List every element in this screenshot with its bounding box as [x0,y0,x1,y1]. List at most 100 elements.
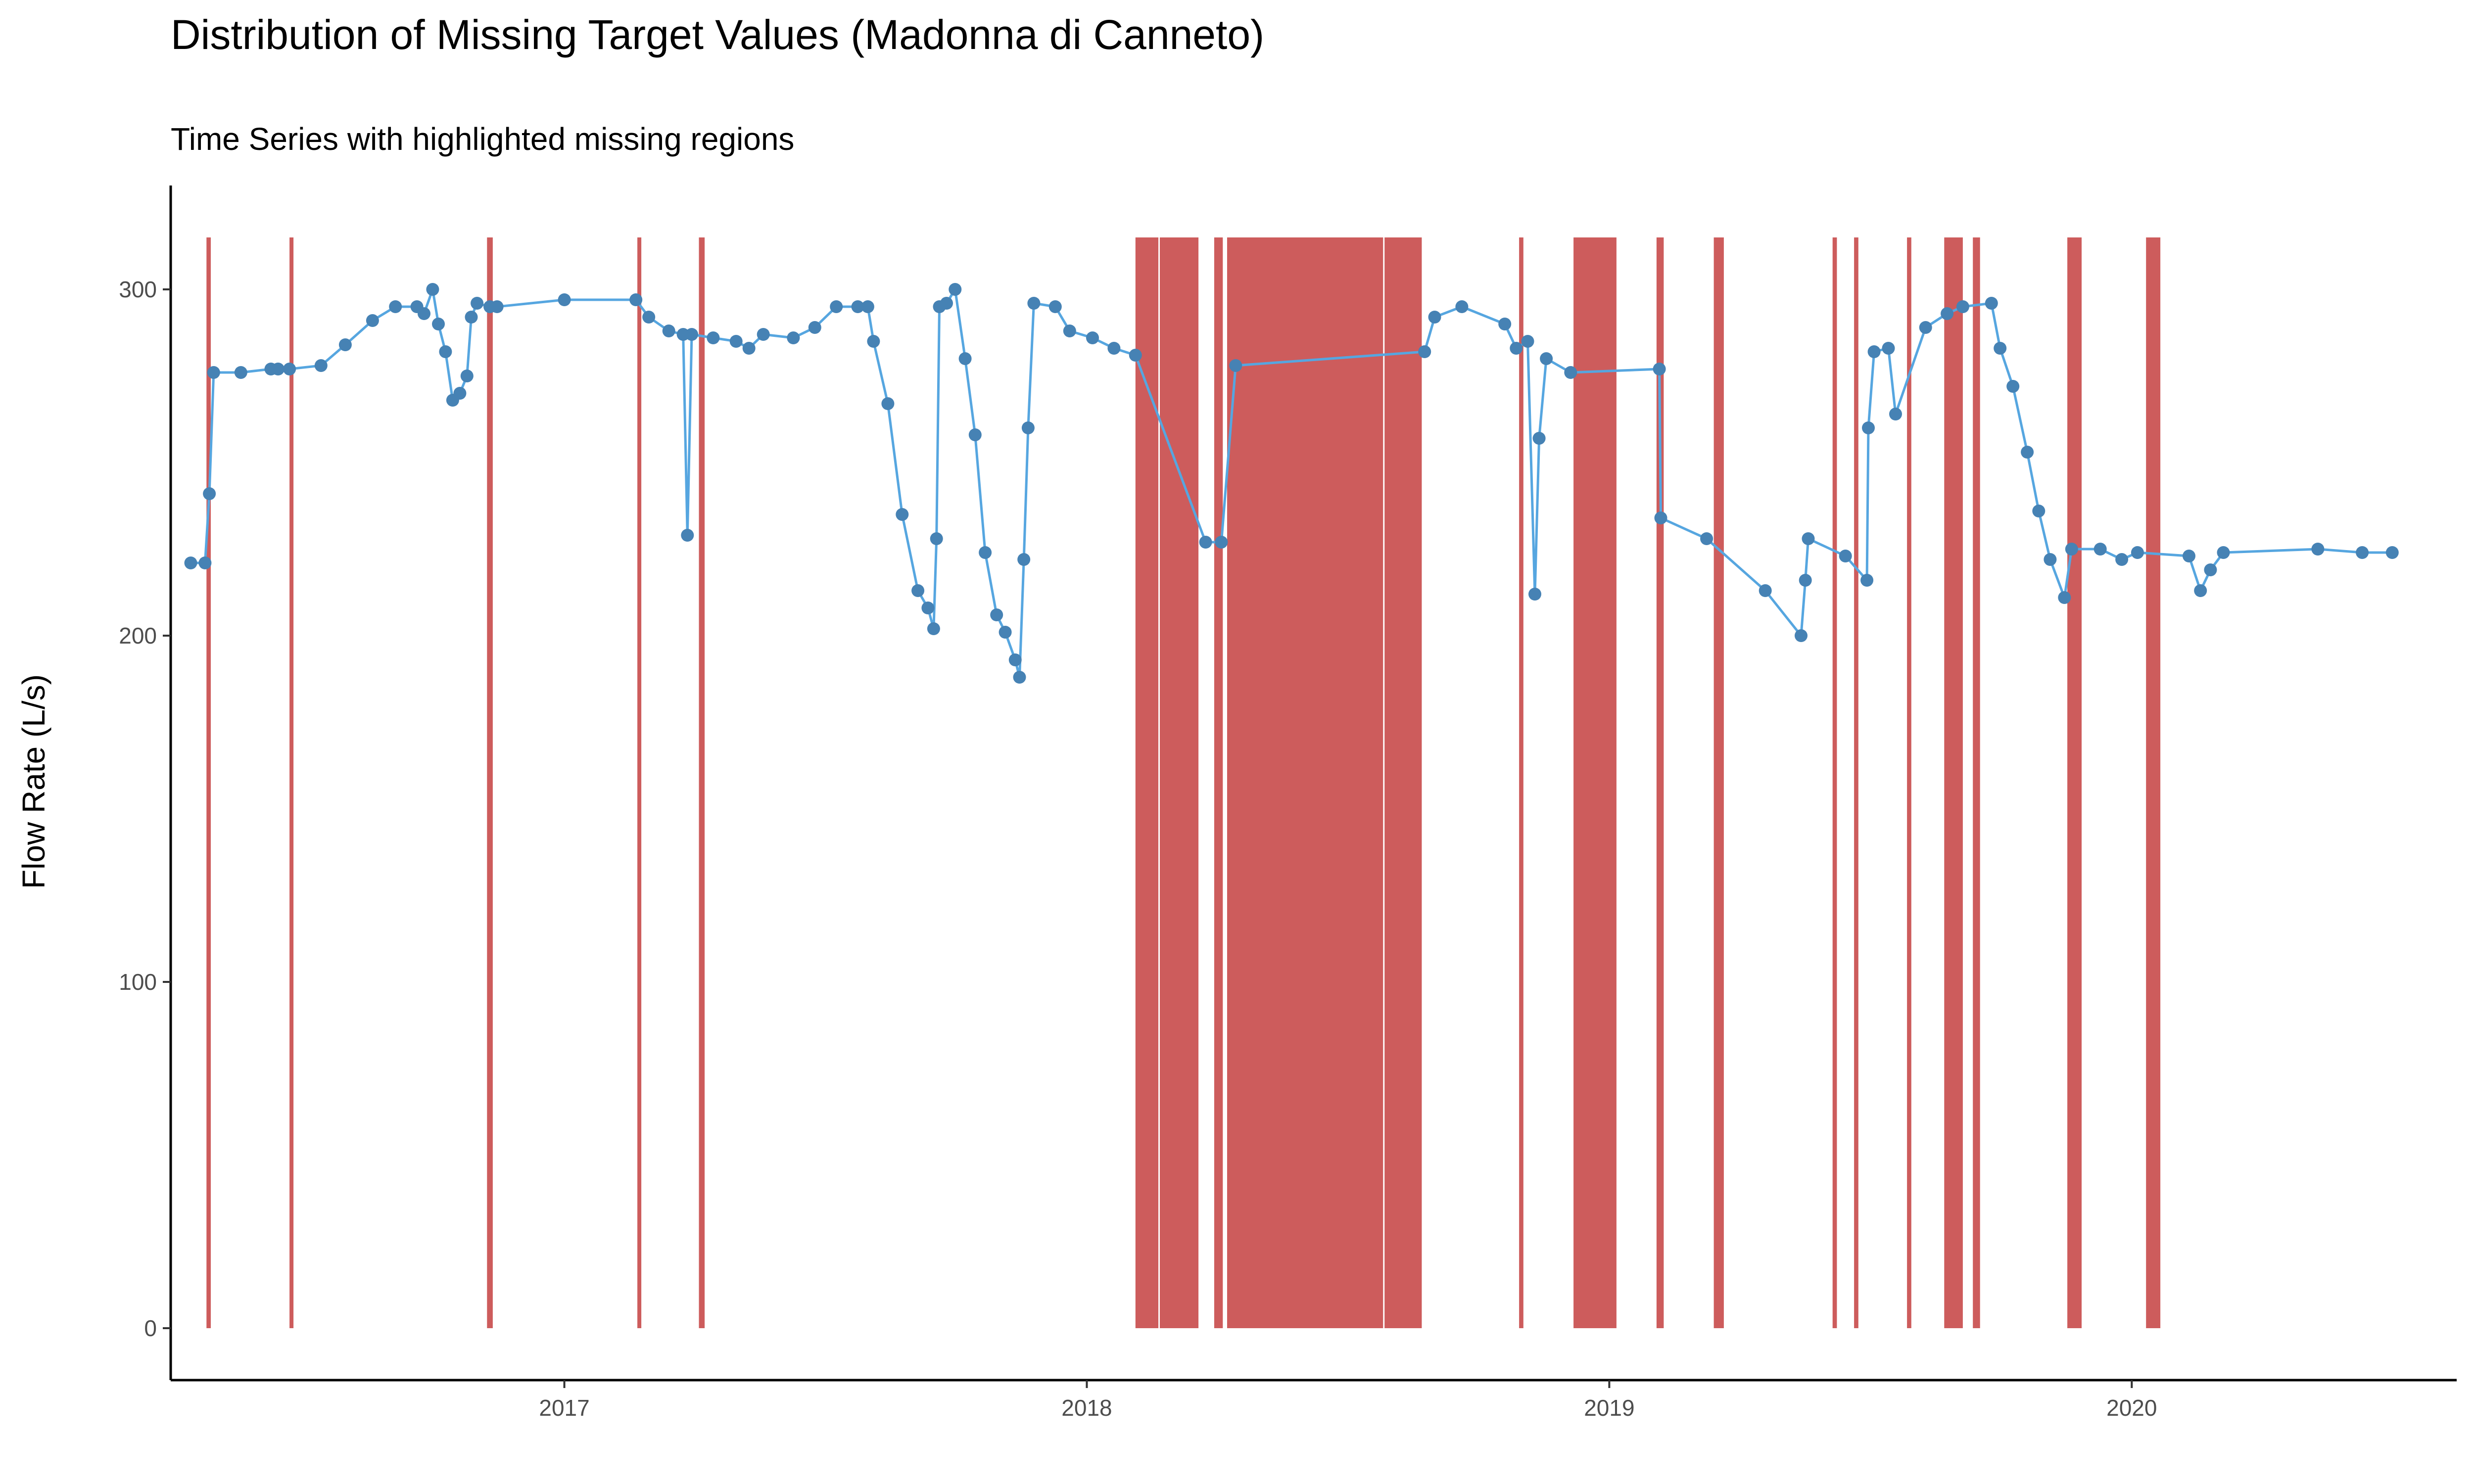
missing-region [637,237,642,1328]
data-point [558,293,571,306]
data-point [1860,574,1874,587]
data-point [979,546,992,559]
data-point [389,300,402,313]
missing-region [1854,237,1858,1328]
data-point [439,345,452,358]
data-point [1521,335,1534,348]
data-point [1428,311,1441,324]
chart-subtitle: Time Series with highlighted missing reg… [171,121,795,157]
data-point [742,342,756,355]
missing-region [1384,237,1422,1328]
data-point [958,352,972,365]
series-line [190,288,2392,679]
line-layer [190,288,2392,679]
missing-region [1135,237,1159,1328]
missing-region [1832,237,1837,1328]
missing-region [1227,237,1383,1328]
data-point [2385,546,2399,559]
missing-regions-layer [206,237,2161,1328]
y-tick-label: 200 [119,623,157,649]
data-point [1994,342,2007,355]
missing-region [206,237,211,1328]
data-point [1215,536,1228,549]
missing-region [1160,237,1199,1328]
data-point [1799,574,1812,587]
data-point [198,556,212,569]
data-point [2217,546,2230,559]
data-point [283,363,296,375]
data-point [1882,342,1895,355]
y-tick-label: 100 [119,969,157,995]
data-point [927,622,940,635]
data-point [272,363,285,375]
x-tick-label: 2017 [539,1395,589,1421]
y-ticks: 0 100 200 300 [119,277,171,1341]
data-point [1564,366,1577,379]
data-point [338,338,352,351]
data-point [2006,380,2020,393]
data-point [453,387,467,400]
data-point [203,487,216,500]
data-point [968,428,982,441]
data-point [234,366,247,379]
data-point [1867,345,1881,358]
data-point [1229,359,1242,372]
data-point [1802,532,1815,545]
x-tick-label: 2019 [1584,1395,1634,1421]
data-point [940,297,953,310]
data-point [999,626,1012,639]
missing-region [1713,237,1724,1328]
data-point [685,328,698,341]
chart-title: Distribution of Missing Target Values (M… [171,11,1265,58]
missing-region [487,237,493,1328]
data-point [1795,629,1808,642]
missing-region [1573,237,1617,1328]
missing-region [2146,237,2161,1328]
data-point [1985,297,1998,310]
data-point [1941,307,1954,320]
missing-region [699,237,705,1328]
data-point [1889,408,1902,420]
missing-region [2067,237,2082,1328]
axes [169,186,2457,1382]
data-point [896,508,909,521]
x-ticks: 2017 2018 2019 2020 [539,1380,2157,1421]
missing-region [1519,237,1523,1328]
data-point [2058,591,2071,604]
y-tick-label: 300 [119,277,157,302]
missing-region [1944,237,1963,1328]
data-point [2131,546,2144,559]
missing-region [289,237,294,1328]
data-point [426,283,439,296]
data-point [921,602,935,614]
data-point [314,359,328,372]
data-point [2183,550,2195,562]
data-point [629,293,643,306]
missing-region [1973,237,1980,1328]
data-point [460,370,474,382]
data-point [830,300,843,313]
data-point [757,328,770,341]
data-point [1532,432,1546,445]
data-point [207,366,220,379]
y-tick-label: 0 [144,1315,157,1341]
data-point [1013,671,1026,684]
data-point [2115,553,2129,566]
data-point [2356,546,2369,559]
data-point [911,584,925,597]
data-point [851,300,864,313]
data-point [184,556,197,569]
data-point [1455,300,1469,313]
data-point [867,335,880,348]
data-point [1700,532,1713,545]
data-point [2311,543,2325,556]
data-point [418,307,430,320]
data-point [1086,331,1099,344]
data-point [2021,446,2034,459]
data-point [1919,321,1932,334]
data-point [1048,300,1062,313]
data-point [642,311,656,324]
data-point [2032,505,2046,517]
data-point [990,608,1003,621]
